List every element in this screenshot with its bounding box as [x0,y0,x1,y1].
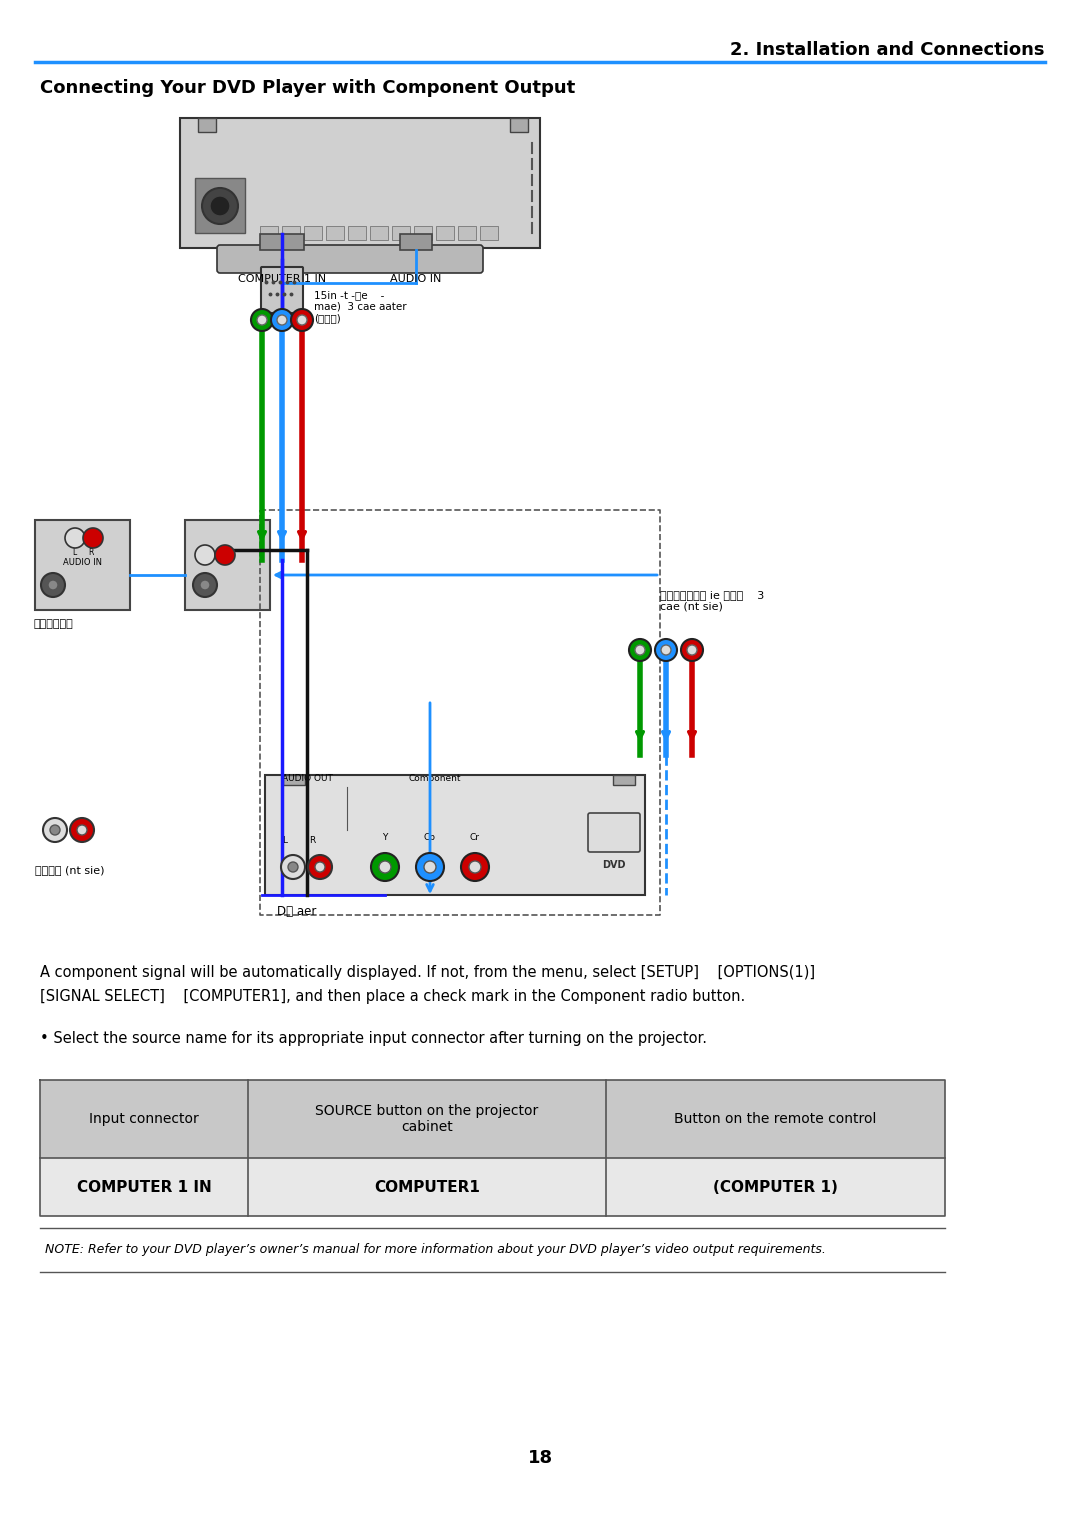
Bar [198,117,216,133]
Text: R: R [87,547,93,556]
Text: Component: Component [408,774,461,783]
Text: 15in -t -ナe    -
mae)  3 cae aater
(ブット): 15in -t -ナe - mae) 3 cae aater (ブット) [314,290,407,323]
Circle shape [416,853,444,881]
Text: NOTE: Refer to your DVD player’s owner’s manual for more information about your : NOTE: Refer to your DVD player’s owner’s… [45,1244,826,1256]
Circle shape [629,639,651,661]
Circle shape [461,853,489,881]
Text: COMPUTER1: COMPUTER1 [374,1180,480,1195]
Text: Y: Y [382,832,388,841]
Circle shape [291,309,313,331]
Circle shape [276,315,287,325]
Circle shape [288,863,298,872]
Text: Button on the remote control: Button on the remote control [674,1113,877,1126]
Bar [436,226,454,239]
Text: Connecting Your DVD Player with Component Output: Connecting Your DVD Player with Componen… [40,79,576,98]
Circle shape [687,645,697,655]
Bar [283,776,305,785]
Circle shape [195,546,215,565]
Text: SOURCE button on the projector
cabinet: SOURCE button on the projector cabinet [315,1103,539,1134]
Circle shape [257,315,267,325]
Text: [SIGNAL SELECT]    [COMPUTER1], and then place a check mark in the Component rad: [SIGNAL SELECT] [COMPUTER1], and then pl… [40,989,745,1004]
Circle shape [41,573,65,597]
Bar [392,226,410,239]
Bar [40,1081,945,1158]
Circle shape [43,818,67,841]
Circle shape [202,187,238,224]
FancyBboxPatch shape [261,267,303,312]
Text: Dの aer: Dの aer [276,905,316,917]
Bar [370,226,388,239]
Bar [303,226,322,239]
Text: 2. Installation and Connections: 2. Installation and Connections [730,41,1045,59]
Text: 18: 18 [527,1449,553,1468]
Circle shape [65,527,85,549]
Text: L: L [72,547,77,556]
Circle shape [372,853,399,881]
Circle shape [50,824,60,835]
Text: R: R [309,835,315,844]
Text: A component signal will be automatically displayed. If not, from the menu, selec: A component signal will be automatically… [40,965,815,980]
Text: DVD: DVD [603,860,625,870]
Bar [458,226,476,239]
Circle shape [193,573,217,597]
Circle shape [315,863,325,872]
Text: L: L [283,835,287,844]
Circle shape [654,639,677,661]
Text: コンポーネント ie ケーブ    3
cae (nt sie): コンポーネント ie ケーブ 3 cae (nt sie) [660,590,765,611]
Bar [414,226,432,239]
FancyBboxPatch shape [217,245,483,273]
Circle shape [681,639,703,661]
Bar [348,226,366,239]
Circle shape [271,309,293,331]
Circle shape [424,861,436,873]
Circle shape [308,855,332,879]
Circle shape [251,309,273,331]
Bar [260,226,278,239]
Text: AUDIO IN: AUDIO IN [390,274,442,283]
Text: ケーブル (nt sie): ケーブル (nt sie) [35,866,105,875]
Circle shape [661,645,671,655]
Circle shape [210,197,230,216]
Text: アンプメント: アンプメント [33,619,72,629]
Circle shape [48,581,58,590]
Text: COMPUTER 1 IN: COMPUTER 1 IN [77,1180,212,1195]
Text: AUDIO IN: AUDIO IN [63,558,102,567]
Circle shape [281,855,305,879]
Bar [260,235,303,250]
Text: Input connector: Input connector [90,1113,199,1126]
Circle shape [379,861,391,873]
Circle shape [70,818,94,841]
Bar [195,178,245,233]
Text: COMPUTER 1 IN: COMPUTER 1 IN [238,274,326,283]
Bar [40,1158,945,1216]
Bar [400,235,432,250]
Circle shape [200,581,210,590]
Bar [185,520,270,610]
Circle shape [635,645,645,655]
Circle shape [215,546,235,565]
Bar [613,776,635,785]
Circle shape [83,527,103,549]
Circle shape [297,315,307,325]
Bar [480,226,498,239]
Text: Cr: Cr [470,832,480,841]
Text: • Select the source name for its appropriate input connector after turning on th: • Select the source name for its appropr… [40,1032,707,1045]
Text: Cb: Cb [424,832,436,841]
Circle shape [469,861,481,873]
Circle shape [77,824,87,835]
Text: AUDIO OUT: AUDIO OUT [282,774,333,783]
Text: (COMPUTER 1): (COMPUTER 1) [713,1180,838,1195]
Bar [510,117,528,133]
Bar [326,226,345,239]
FancyBboxPatch shape [588,812,640,852]
Bar [35,520,130,610]
Bar [180,117,540,248]
Bar [282,226,300,239]
Bar [265,776,645,895]
